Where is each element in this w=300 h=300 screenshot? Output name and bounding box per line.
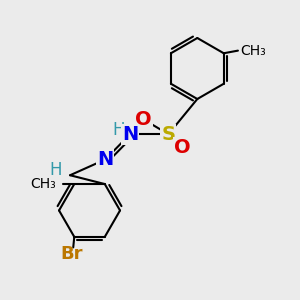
Text: N: N — [97, 150, 113, 169]
Text: CH₃: CH₃ — [241, 44, 266, 58]
Text: N: N — [122, 125, 138, 144]
Text: S: S — [161, 125, 176, 144]
Text: H: H — [112, 121, 125, 139]
Text: Br: Br — [60, 245, 83, 263]
Text: O: O — [174, 138, 191, 157]
Text: CH₃: CH₃ — [30, 177, 56, 191]
Text: O: O — [135, 110, 152, 129]
Text: H: H — [49, 161, 62, 179]
